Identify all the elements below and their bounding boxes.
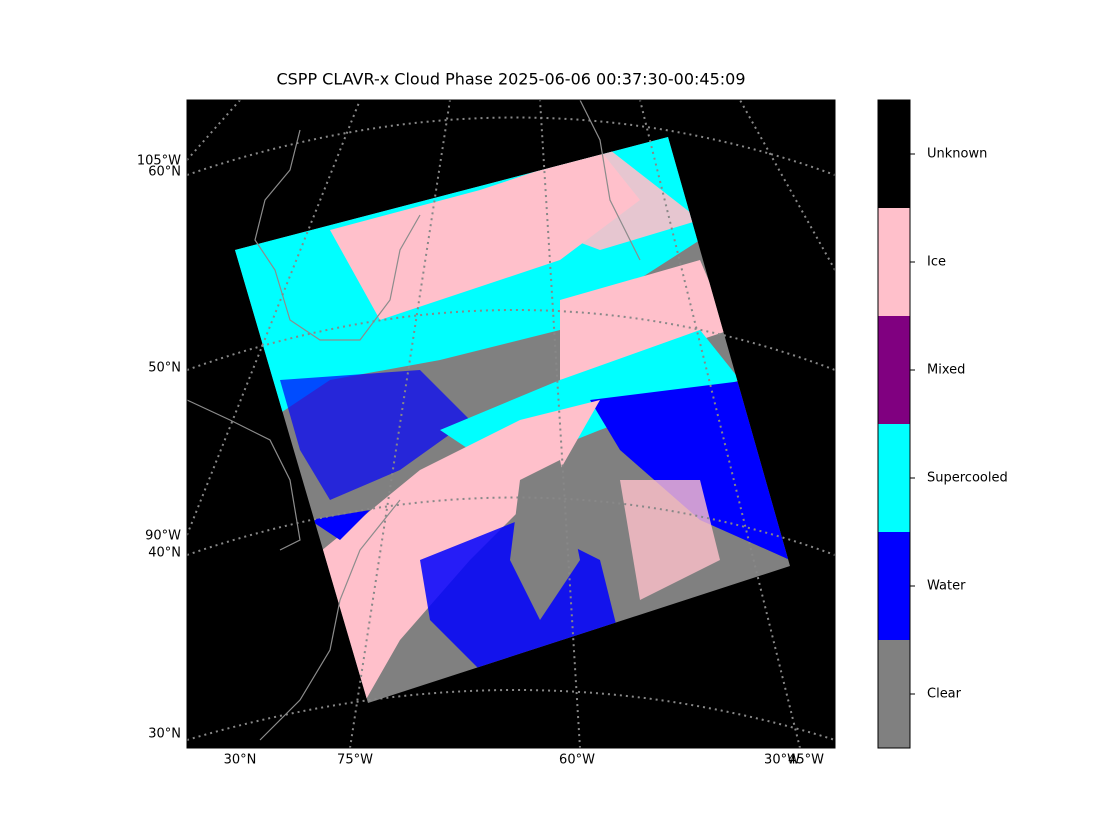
colorbar: Clear Water Supercooled Mixed Ice Unknown bbox=[877, 99, 1008, 749]
bottom-label: 45°W bbox=[788, 753, 824, 768]
left-label: 105°W bbox=[137, 154, 181, 169]
title: CSPP CLAVR-x Cloud Phase 2025-06-06 00:3… bbox=[276, 70, 745, 89]
colorbar-label: Ice bbox=[927, 255, 946, 270]
colorbar-label: Unknown bbox=[927, 147, 987, 162]
colorbar-segment bbox=[878, 424, 910, 532]
colorbar-label: Supercooled bbox=[927, 471, 1008, 486]
left-label: 30°N bbox=[148, 727, 181, 742]
bottom-label: 30°N bbox=[224, 753, 257, 768]
left-label: 90°W bbox=[145, 529, 181, 544]
bottom-label: 60°W bbox=[559, 753, 595, 768]
left-label: 40°N bbox=[148, 546, 181, 561]
graticule-labels: 105°W60°N 50°N 90°W 40°N 30°N 30°N 75°W 60°W 30°… bbox=[137, 154, 824, 768]
colorbar-label: Clear bbox=[927, 687, 962, 702]
colorbar-segment bbox=[878, 100, 910, 208]
map bbox=[187, 100, 835, 748]
colorbar-segment bbox=[878, 532, 910, 640]
colorbar-frame bbox=[877, 99, 911, 749]
left-label: 60°N bbox=[148, 165, 181, 180]
colorbar-segment bbox=[878, 316, 910, 424]
map-frame bbox=[186, 99, 836, 749]
left-label: 50°N bbox=[148, 361, 181, 376]
bottom-label: 30°W bbox=[764, 753, 800, 768]
colorbar-label: Water bbox=[927, 579, 966, 594]
colorbar-segment bbox=[878, 208, 910, 316]
colorbar-segment bbox=[878, 640, 910, 748]
bottom-label: 75°W bbox=[337, 753, 373, 768]
colorbar-label: Mixed bbox=[927, 363, 965, 378]
